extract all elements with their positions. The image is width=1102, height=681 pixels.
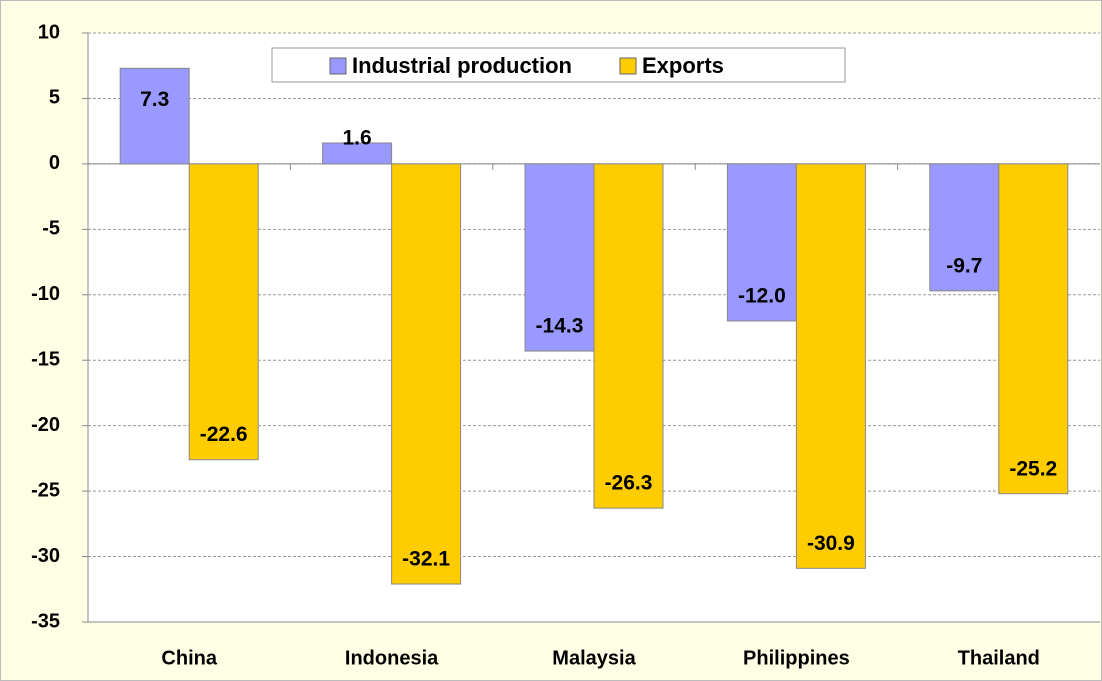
x-tick-label: Thailand	[958, 647, 1040, 669]
y-tick-label: -35	[31, 610, 60, 632]
x-tick-label: Indonesia	[345, 647, 439, 669]
legend-label: Exports	[642, 53, 724, 78]
legend-swatch	[619, 57, 637, 75]
bar	[998, 163, 1069, 495]
bar	[795, 163, 866, 569]
bar	[188, 163, 259, 461]
y-tick-label: -25	[31, 479, 60, 501]
value-label: -9.7	[946, 254, 982, 277]
y-tick-label: -20	[31, 414, 60, 436]
value-label: -14.3	[536, 315, 584, 338]
value-label: -25.2	[1009, 457, 1057, 480]
value-label: -32.1	[402, 548, 450, 571]
bar	[119, 67, 190, 165]
value-label: -30.9	[807, 532, 855, 555]
bar	[929, 163, 1000, 292]
bar	[524, 163, 595, 352]
value-label: -26.3	[605, 472, 653, 495]
bar	[391, 163, 462, 585]
value-label: 1.6	[342, 126, 371, 149]
value-label: -22.6	[200, 423, 248, 446]
x-tick-label: China	[161, 647, 217, 669]
y-tick-label: 5	[49, 87, 60, 109]
legend-label: Industrial production	[352, 53, 572, 78]
y-tick-label: -10	[31, 283, 60, 305]
value-label: -12.0	[738, 285, 786, 308]
y-tick-label: -15	[31, 349, 60, 371]
y-tick-label: 0	[49, 152, 60, 174]
x-tick-label: Philippines	[743, 647, 850, 669]
legend-box	[271, 47, 846, 83]
legend-swatch	[329, 57, 347, 75]
bar	[322, 142, 393, 165]
y-tick-label: 10	[38, 21, 60, 43]
value-label: 7.3	[140, 88, 169, 111]
y-tick-label: -5	[42, 218, 60, 240]
x-tick-label: Malaysia	[552, 647, 636, 669]
y-tick-label: -30	[31, 545, 60, 567]
bar	[593, 163, 664, 509]
